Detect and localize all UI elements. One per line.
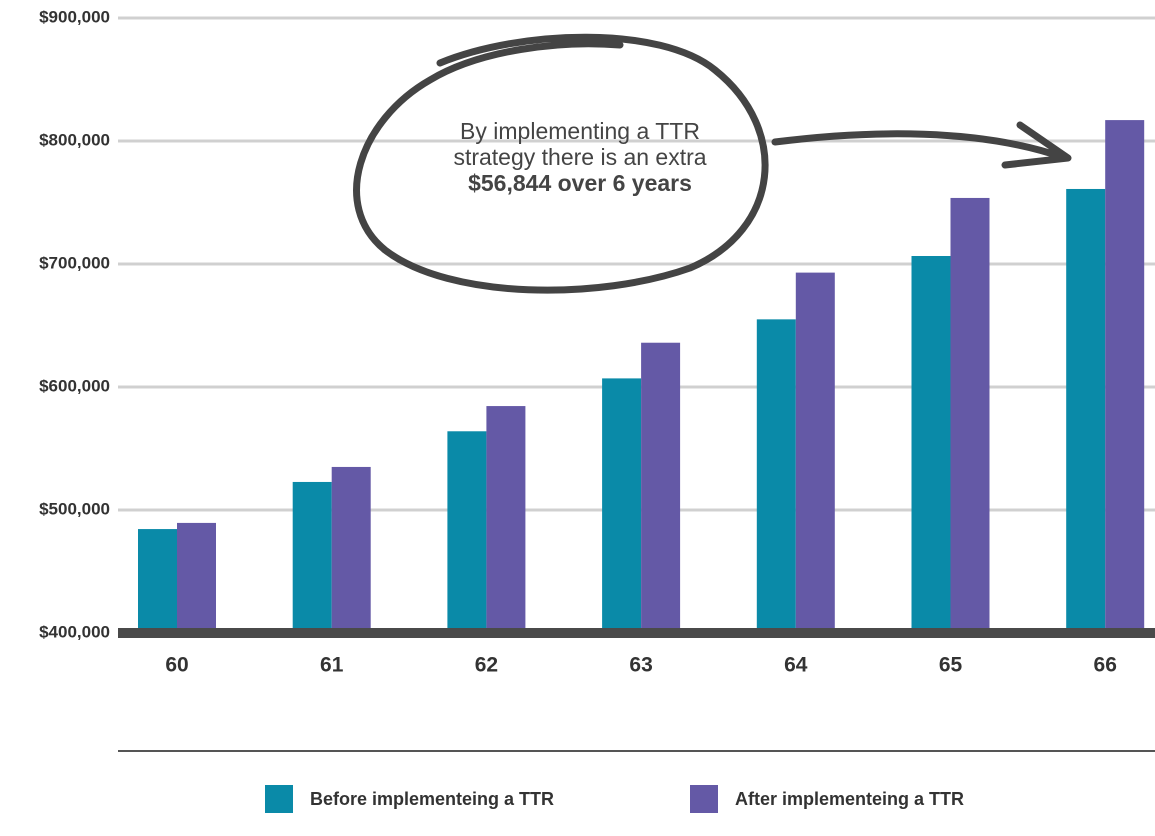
x-tick-label: 61 bbox=[320, 654, 344, 677]
y-tick-label: $600,000 bbox=[39, 376, 110, 395]
annotation-emphasis: $56,844 over 6 years bbox=[468, 170, 692, 196]
bar bbox=[331, 466, 371, 633]
x-axis bbox=[118, 628, 1155, 638]
y-tick-label: $500,000 bbox=[39, 499, 110, 518]
bar bbox=[641, 342, 681, 633]
y-tick-label: $400,000 bbox=[39, 622, 110, 641]
x-tick-label: 62 bbox=[475, 654, 498, 677]
x-tick-label: 63 bbox=[629, 654, 652, 677]
legend-label: After implementeing a TTR bbox=[735, 789, 964, 809]
bar bbox=[602, 378, 642, 633]
bar bbox=[1066, 188, 1106, 633]
bar bbox=[177, 522, 216, 633]
x-tick-label: 66 bbox=[1094, 654, 1117, 677]
bar bbox=[756, 319, 796, 633]
x-tick-label: 64 bbox=[784, 654, 808, 677]
annotation-circle bbox=[353, 33, 769, 294]
y-tick-label: $800,000 bbox=[39, 130, 110, 149]
legend-swatch bbox=[690, 785, 718, 813]
y-tick-label: $900,000 bbox=[39, 7, 110, 26]
annotation-text: By implementing a TTR strategy there is … bbox=[453, 118, 707, 170]
x-tick-label: 65 bbox=[939, 654, 963, 677]
bar bbox=[138, 529, 177, 633]
bar bbox=[950, 197, 990, 633]
y-tick-label: $700,000 bbox=[39, 253, 110, 272]
bar bbox=[447, 431, 487, 633]
x-tick-label: 60 bbox=[165, 654, 188, 677]
annotation: By implementing a TTR strategy there is … bbox=[430, 118, 730, 196]
annotation-arrow bbox=[771, 121, 1072, 169]
bar bbox=[1105, 120, 1145, 634]
bar bbox=[911, 256, 951, 633]
bar bbox=[795, 272, 835, 633]
legend-swatch bbox=[265, 785, 293, 813]
bar bbox=[486, 406, 526, 633]
bar bbox=[292, 481, 332, 633]
legend-label: Before implementeing a TTR bbox=[310, 789, 554, 809]
